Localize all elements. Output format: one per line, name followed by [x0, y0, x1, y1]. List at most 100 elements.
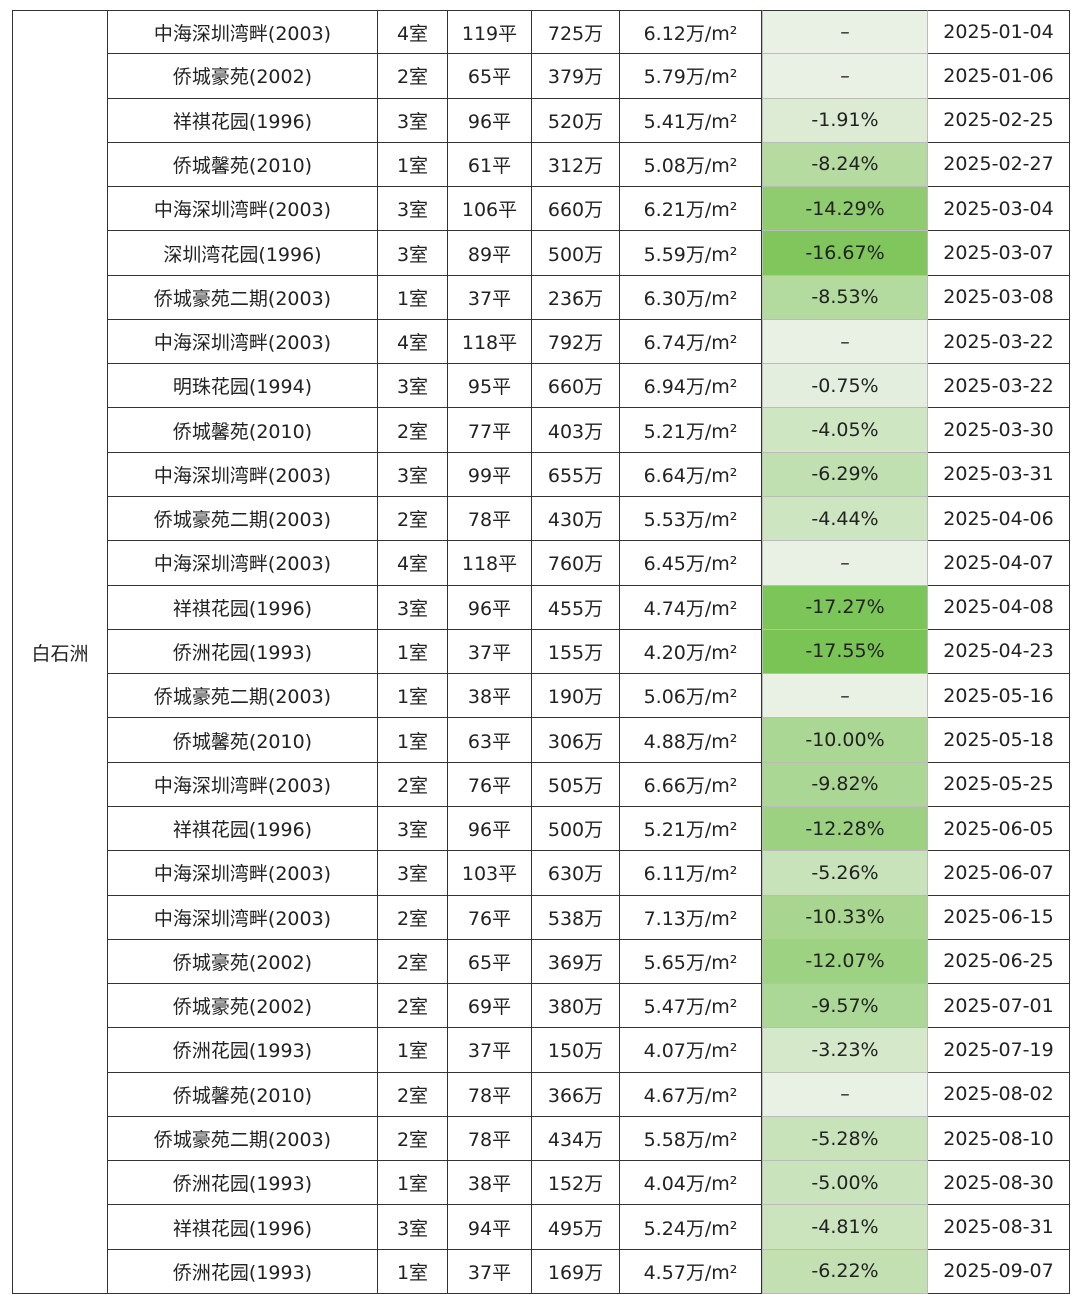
date-cell: 2025-06-07: [928, 851, 1070, 896]
unit-price-cell: 5.47万/m²: [620, 984, 762, 1029]
price-cell: 500万: [532, 806, 620, 852]
price-cell: 792万: [532, 319, 620, 365]
change-cell: -10.00%: [762, 718, 928, 763]
change-cell: –: [762, 1072, 928, 1117]
area-cell: 95平: [448, 364, 532, 409]
rooms-cell: 2室: [378, 1072, 448, 1117]
community-cell: 侨城豪苑二期(2003): [108, 674, 378, 719]
date-cell: 2025-03-08: [928, 275, 1070, 320]
date-cell: 2025-03-22: [928, 364, 1070, 409]
price-cell: 152万: [532, 1161, 620, 1206]
community-cell: 侨城豪苑(2002): [108, 984, 378, 1029]
change-cell: -17.55%: [762, 629, 928, 675]
rooms-cell: 3室: [378, 452, 448, 498]
area-cell: 106平: [448, 187, 532, 232]
date-cell: 2025-03-04: [928, 187, 1070, 232]
rooms-cell: 4室: [378, 10, 448, 55]
unit-price-cell: 5.24万/m²: [620, 1205, 762, 1250]
date-cell: 2025-02-27: [928, 142, 1070, 188]
date-cell: 2025-09-07: [928, 1249, 1070, 1294]
area-cell: 63平: [448, 718, 532, 763]
date-cell: 2025-08-10: [928, 1116, 1070, 1162]
rooms-cell: 1室: [378, 718, 448, 763]
rooms-cell: 2室: [378, 984, 448, 1029]
community-cell: 侨城豪苑二期(2003): [108, 275, 378, 320]
unit-price-cell: 4.07万/m²: [620, 1028, 762, 1073]
price-cell: 236万: [532, 275, 620, 320]
date-cell: 2025-01-04: [928, 10, 1070, 55]
area-cell: 119平: [448, 10, 532, 55]
unit-price-cell: 4.88万/m²: [620, 718, 762, 763]
unit-price-cell: 5.21万/m²: [620, 408, 762, 453]
price-cell: 366万: [532, 1072, 620, 1117]
change-cell: –: [762, 54, 928, 99]
rooms-cell: 1室: [378, 275, 448, 320]
community-cell: 中海深圳湾畔(2003): [108, 319, 378, 365]
rooms-cell: 2室: [378, 762, 448, 807]
change-cell: -1.91%: [762, 98, 928, 143]
rooms-cell: 2室: [378, 895, 448, 940]
price-cell: 155万: [532, 629, 620, 675]
unit-price-cell: 6.94万/m²: [620, 364, 762, 409]
rooms-cell: 3室: [378, 585, 448, 630]
rooms-cell: 3室: [378, 98, 448, 143]
price-cell: 150万: [532, 1028, 620, 1073]
area-cell: 37平: [448, 1249, 532, 1294]
area-cell: 76平: [448, 895, 532, 940]
unit-price-cell: 4.67万/m²: [620, 1072, 762, 1117]
price-cell: 434万: [532, 1116, 620, 1162]
change-cell: -12.07%: [762, 939, 928, 985]
area-cell: 37平: [448, 275, 532, 320]
area-cell: 78平: [448, 497, 532, 542]
community-cell: 侨城馨苑(2010): [108, 718, 378, 763]
change-cell: -10.33%: [762, 895, 928, 940]
area-cell: 77平: [448, 408, 532, 453]
date-cell: 2025-05-16: [928, 674, 1070, 719]
change-cell: -17.27%: [762, 585, 928, 630]
price-cell: 538万: [532, 895, 620, 940]
date-cell: 2025-07-19: [928, 1028, 1070, 1073]
date-cell: 2025-06-05: [928, 806, 1070, 852]
unit-price-cell: 5.41万/m²: [620, 98, 762, 143]
price-cell: 430万: [532, 497, 620, 542]
change-cell: -14.29%: [762, 187, 928, 232]
date-cell: 2025-05-25: [928, 762, 1070, 807]
community-cell: 中海深圳湾畔(2003): [108, 762, 378, 807]
price-cell: 760万: [532, 541, 620, 586]
community-cell: 侨城豪苑(2002): [108, 54, 378, 99]
area-cell: 118平: [448, 541, 532, 586]
unit-price-cell: 5.79万/m²: [620, 54, 762, 99]
price-cell: 190万: [532, 674, 620, 719]
community-cell: 侨城馨苑(2010): [108, 408, 378, 453]
change-cell: –: [762, 10, 928, 55]
community-cell: 侨洲花园(1993): [108, 1249, 378, 1294]
community-cell: 侨洲花园(1993): [108, 1028, 378, 1073]
community-cell: 明珠花园(1994): [108, 364, 378, 409]
price-cell: 505万: [532, 762, 620, 807]
date-cell: 2025-03-31: [928, 452, 1070, 498]
rooms-cell: 3室: [378, 364, 448, 409]
date-cell: 2025-06-15: [928, 895, 1070, 940]
change-cell: -6.29%: [762, 452, 928, 498]
community-cell: 中海深圳湾畔(2003): [108, 187, 378, 232]
date-cell: 2025-04-07: [928, 541, 1070, 586]
price-cell: 380万: [532, 984, 620, 1029]
area-cell: 103平: [448, 851, 532, 896]
price-cell: 655万: [532, 452, 620, 498]
area-cell: 37平: [448, 629, 532, 675]
change-cell: -4.05%: [762, 408, 928, 453]
unit-price-cell: 5.58万/m²: [620, 1116, 762, 1162]
community-cell: 中海深圳湾畔(2003): [108, 10, 378, 55]
change-cell: –: [762, 674, 928, 719]
date-cell: 2025-03-30: [928, 408, 1070, 453]
change-cell: -0.75%: [762, 364, 928, 409]
rooms-cell: 3室: [378, 187, 448, 232]
area-cell: 76平: [448, 762, 532, 807]
unit-price-cell: 4.04万/m²: [620, 1161, 762, 1206]
date-cell: 2025-05-18: [928, 718, 1070, 763]
change-cell: -9.57%: [762, 984, 928, 1029]
area-cell: 37平: [448, 1028, 532, 1073]
date-cell: 2025-01-06: [928, 54, 1070, 99]
date-cell: 2025-08-30: [928, 1161, 1070, 1206]
